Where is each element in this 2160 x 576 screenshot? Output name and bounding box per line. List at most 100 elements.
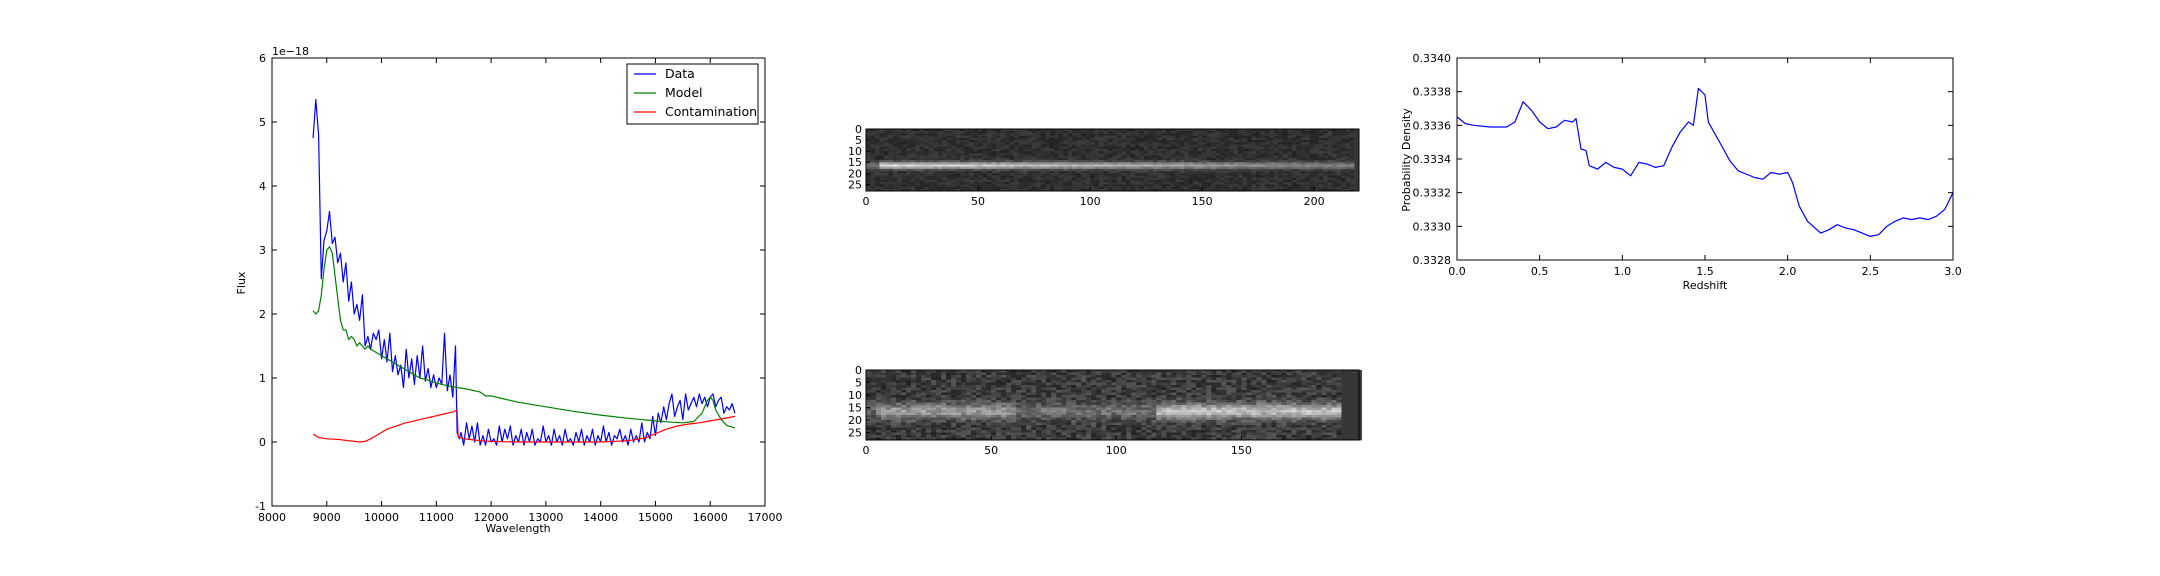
image-top-pixel [1336, 177, 1342, 181]
image-top-pixel [1130, 166, 1136, 170]
image-top-pixel [1224, 171, 1230, 174]
image-top-pixel [1287, 168, 1293, 172]
image-bottom-pixel [1241, 380, 1247, 383]
image-top-pixel [1045, 142, 1051, 145]
image-bottom-pixel [1271, 392, 1277, 396]
image-bottom-pixel [1321, 375, 1327, 378]
image-top-pixel [1350, 168, 1355, 172]
image-top-pixel [1264, 157, 1270, 161]
image-top-pixel [1081, 175, 1087, 179]
image-bottom-pixel [981, 415, 987, 418]
image-top-pixel [964, 186, 970, 190]
image-bottom-pixel [1116, 402, 1122, 406]
image-top-pixel [1242, 171, 1248, 174]
image-top-pixel [987, 177, 992, 181]
image-bottom-pixel [1336, 402, 1342, 406]
image-bottom-pixel [1336, 385, 1342, 388]
image-top-pixel [1255, 162, 1261, 165]
image-top-pixel [1188, 160, 1194, 163]
image-bottom-pixel [1136, 405, 1142, 408]
image-bottom-pixel [1196, 395, 1202, 398]
image-bottom-pixel [1321, 385, 1327, 388]
image-bottom-pixel [1321, 397, 1327, 401]
image-bottom-pixel [1056, 390, 1062, 393]
image-top-pixel [1197, 166, 1203, 170]
image-top-pixel [1291, 151, 1297, 154]
image-top-pixel [1318, 135, 1324, 139]
image-top-pixel [910, 157, 916, 161]
image-bottom-pixel [901, 382, 907, 386]
image-top-pixel [1291, 164, 1297, 168]
image-top-pixel [910, 146, 916, 150]
image-bottom-pixel [1021, 380, 1027, 383]
image-bottom-pixel [876, 372, 882, 376]
image-top-pixel [1215, 173, 1221, 176]
image-bottom-pixel [1021, 412, 1027, 416]
image-top-pixel [987, 146, 992, 150]
image-bottom-pixel [1026, 405, 1032, 408]
image-top-pixel [1067, 164, 1073, 168]
image-bottom-pixel [1301, 402, 1307, 406]
image-bottom-pixel [1236, 390, 1242, 393]
image-top-pixel [1040, 135, 1046, 139]
image-top-pixel [1211, 157, 1216, 161]
image-top-pixel [1027, 146, 1033, 150]
image-bottom-pixel [1181, 412, 1187, 416]
image-bottom-pixel [906, 397, 912, 401]
image-bottom-pixel [1171, 385, 1177, 388]
image-bottom-pixel [1161, 402, 1167, 406]
image-bottom-pixel [986, 382, 992, 386]
image-bottom-pixel [1166, 407, 1172, 411]
image-bottom-pixel [1271, 397, 1277, 401]
image-top-pixel [1179, 144, 1185, 148]
image-top-pixel [1188, 135, 1194, 139]
image-top-pixel [955, 173, 961, 176]
image-bottom-pixel [1176, 402, 1182, 406]
image-top-pixel [1206, 133, 1212, 137]
image-top-pixel [1300, 151, 1306, 154]
image-top-pixel [955, 144, 961, 148]
image-bottom-pixel [916, 382, 922, 386]
image-bottom-pixel [1246, 375, 1252, 378]
image-bottom-pixel [881, 377, 887, 381]
image-top-pixel [1282, 142, 1288, 145]
image-bottom-pixel [916, 387, 922, 391]
image-top-pixel [1125, 188, 1131, 192]
image-bottom-pixel [886, 407, 892, 411]
image-top-pixel [1309, 166, 1315, 170]
image-top-ytick-label: 20 [848, 167, 862, 180]
image-bottom-pixel [1016, 375, 1022, 378]
image-top-pixel [1040, 184, 1046, 187]
image-top-pixel [937, 135, 943, 139]
image-bottom-pixel [1286, 397, 1292, 401]
image-top-pixel [1184, 171, 1190, 174]
image-bottom-pixel [1041, 390, 1047, 393]
image-bottom-pixel [1151, 382, 1157, 386]
image-top-pixel [888, 184, 894, 187]
image-bottom-pixel [1096, 410, 1102, 413]
image-top-pixel [1282, 135, 1288, 139]
image-bottom-pixel [901, 405, 907, 408]
image-bottom-pixel [926, 397, 932, 401]
image-bottom-pixel [961, 397, 967, 401]
image-top-pixel [1166, 184, 1172, 187]
image-top-pixel [1323, 131, 1329, 134]
image-top-pixel [1148, 184, 1154, 187]
image-top-pixel [866, 177, 871, 181]
image-top-pixel [1224, 148, 1230, 152]
image-top-pixel [1161, 188, 1167, 192]
image-bottom-pixel [916, 380, 922, 383]
image-bottom-pixel [1201, 407, 1207, 411]
image-top-pixel [1099, 140, 1104, 143]
image-bottom-pixel [1226, 410, 1232, 413]
image-top-pixel [937, 148, 943, 152]
image-top-pixel [1237, 175, 1243, 179]
image-top-pixel [1345, 157, 1351, 161]
image-bottom-pixel [1351, 372, 1357, 376]
image-top-pixel [1188, 140, 1194, 143]
image-top-pixel [1233, 157, 1239, 161]
image-bottom-pixel [1191, 375, 1197, 378]
image-bottom-pixel [1276, 400, 1282, 403]
image-top-pixel [1242, 186, 1248, 190]
image-top-pixel [1045, 135, 1051, 139]
